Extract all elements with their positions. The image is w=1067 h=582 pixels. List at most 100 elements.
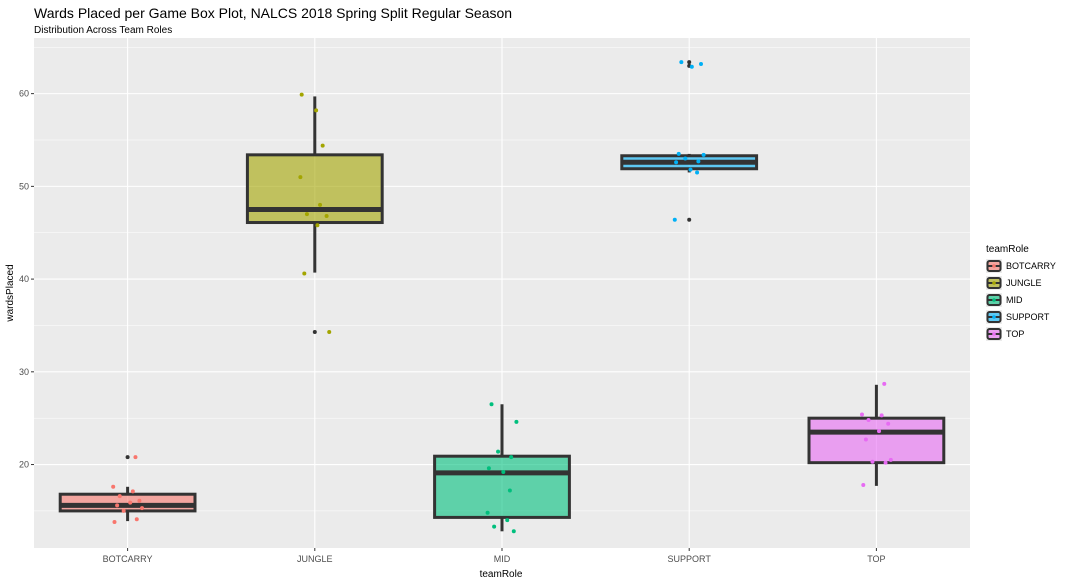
legend-label: JUNGLE xyxy=(1006,278,1042,288)
data-point xyxy=(302,271,307,276)
legend-label: TOP xyxy=(1006,329,1024,339)
outlier-point xyxy=(312,329,317,334)
data-point xyxy=(304,212,309,217)
data-point xyxy=(299,92,304,97)
data-point xyxy=(674,160,679,165)
y-tick-label: 50 xyxy=(19,181,29,191)
data-point xyxy=(698,61,703,66)
data-point xyxy=(514,419,519,424)
y-tick-label: 40 xyxy=(19,274,29,284)
data-point xyxy=(489,402,494,407)
data-point xyxy=(509,455,514,460)
points-layer xyxy=(111,60,893,534)
data-point xyxy=(888,457,893,462)
legend-label: MID xyxy=(1006,295,1023,305)
y-axis-title: wardsPlaced xyxy=(5,264,16,322)
box-top xyxy=(807,384,946,486)
x-tick-label: JUNGLE xyxy=(297,554,333,564)
data-point xyxy=(128,500,133,505)
legend-item-jungle: JUNGLE xyxy=(986,276,1042,290)
data-point xyxy=(688,167,693,172)
legend-key-point xyxy=(992,332,996,336)
outlier-point xyxy=(125,455,130,460)
data-point xyxy=(695,170,700,175)
data-point xyxy=(696,159,701,164)
data-point xyxy=(112,520,117,525)
legend-item-mid: MID xyxy=(986,293,1023,307)
data-point xyxy=(883,460,888,465)
legend-key-point xyxy=(992,315,996,319)
legend-key-point xyxy=(992,281,996,285)
legend-title: teamRole xyxy=(986,244,1029,255)
data-point xyxy=(324,214,329,219)
data-point xyxy=(672,217,677,222)
x-tick-label: MID xyxy=(494,554,511,564)
outlier-point xyxy=(687,217,692,222)
x-axis-title: teamRole xyxy=(480,569,523,580)
data-point xyxy=(298,175,303,180)
data-point xyxy=(314,108,319,113)
data-point xyxy=(886,421,891,426)
data-point xyxy=(137,498,142,503)
x-tick-label: TOP xyxy=(867,554,885,564)
data-point xyxy=(320,143,325,148)
x-tick-label: BOTCARRY xyxy=(103,554,153,564)
y-tick-label: 30 xyxy=(19,367,29,377)
legend-key-point xyxy=(992,298,996,302)
legend-item-support: SUPPORT xyxy=(986,310,1050,324)
legend: teamRole BOTCARRY JUNGLE MID SUPPORT TOP xyxy=(986,244,1056,341)
data-point xyxy=(679,60,684,65)
data-point xyxy=(882,381,887,386)
data-point xyxy=(130,489,135,494)
data-point xyxy=(133,455,138,460)
data-point xyxy=(689,64,694,69)
data-point xyxy=(879,413,884,418)
legend-item-botcarry: BOTCARRY xyxy=(986,259,1056,273)
chart-subtitle: Distribution Across Team Roles xyxy=(34,25,173,36)
box-support xyxy=(620,60,759,222)
data-point xyxy=(315,223,320,228)
legend-label: SUPPORT xyxy=(1006,312,1050,322)
data-point xyxy=(877,429,882,434)
box-iqr xyxy=(433,454,571,519)
box-iqr xyxy=(245,153,384,225)
outlier-point xyxy=(687,60,692,65)
data-point xyxy=(140,506,145,511)
data-point xyxy=(859,412,864,417)
data-point xyxy=(863,437,868,442)
data-point xyxy=(866,418,871,423)
data-point xyxy=(327,329,332,334)
data-point xyxy=(134,517,139,522)
data-point xyxy=(496,449,501,454)
y-tick-label: 60 xyxy=(19,89,29,99)
data-point xyxy=(121,508,126,513)
data-point xyxy=(870,459,875,464)
data-point xyxy=(507,488,512,493)
data-point xyxy=(318,202,323,207)
legend-item-top: TOP xyxy=(986,327,1024,341)
data-point xyxy=(683,156,688,161)
box-botcarry xyxy=(58,455,197,522)
y-axis: 20 30 40 50 60 xyxy=(19,89,34,470)
data-point xyxy=(486,466,491,471)
data-point xyxy=(492,524,497,529)
data-point xyxy=(501,469,506,474)
data-point xyxy=(115,503,120,508)
data-point xyxy=(676,151,681,156)
box-iqr xyxy=(807,416,946,465)
box-jungle xyxy=(245,96,384,334)
data-point xyxy=(861,482,866,487)
legend-key-point xyxy=(992,264,996,268)
data-point xyxy=(701,152,706,157)
box-iqr xyxy=(58,492,197,513)
y-tick-label: 20 xyxy=(19,460,29,470)
legend-label: BOTCARRY xyxy=(1006,261,1056,271)
data-point xyxy=(117,494,122,499)
data-point xyxy=(505,518,510,523)
chart-title: Wards Placed per Game Box Plot, NALCS 20… xyxy=(34,5,513,21)
x-tick-label: SUPPORT xyxy=(668,554,712,564)
data-point xyxy=(511,529,516,534)
boxes-layer xyxy=(58,60,946,532)
x-axis: BOTCARRY JUNGLE MID SUPPORT TOP xyxy=(103,548,886,564)
